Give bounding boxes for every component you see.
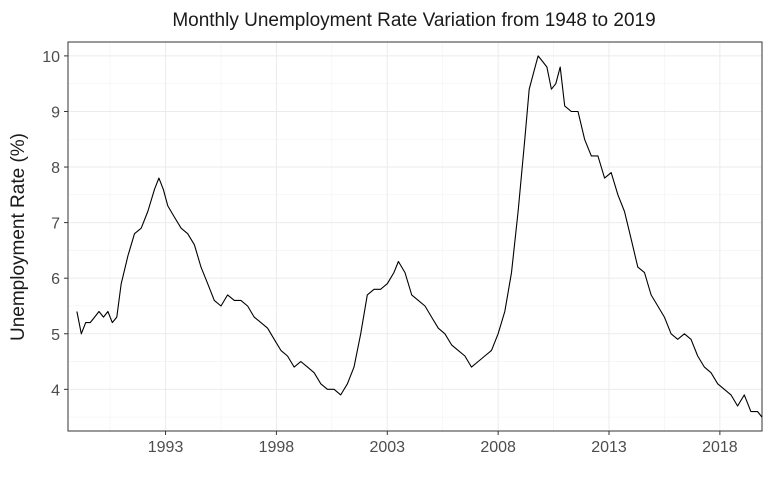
- series-line: [76, 55, 763, 418]
- y-tick-label: 7: [51, 216, 60, 233]
- grid-major: [68, 42, 762, 431]
- panel-border: [67, 41, 763, 432]
- y-axis-label: Unemployment Rate (%): [8, 133, 29, 341]
- y-tick-label: 4: [51, 382, 60, 399]
- grid-minor: [68, 42, 762, 431]
- x-tick-label: 2018: [702, 439, 738, 456]
- y-axis: 4 5 6 7 8 9 10: [42, 49, 68, 399]
- y-tick-label: 10: [42, 49, 60, 66]
- y-tick-label: 8: [51, 160, 60, 177]
- x-tick-label: 2008: [480, 439, 516, 456]
- x-tick-label: 1998: [259, 439, 295, 456]
- x-tick-label: 1993: [148, 439, 184, 456]
- chart-title: Monthly Unemployment Rate Variation from…: [172, 10, 655, 31]
- y-tick-label: 9: [51, 104, 60, 121]
- y-tick-label: 6: [51, 271, 60, 288]
- x-axis: 1993 1998 2003 2008 2013 2018: [148, 431, 738, 456]
- x-tick-label: 2013: [591, 439, 627, 456]
- y-tick-label: 5: [51, 327, 60, 344]
- plot-panel: [67, 41, 763, 432]
- x-tick-label: 2003: [369, 439, 405, 456]
